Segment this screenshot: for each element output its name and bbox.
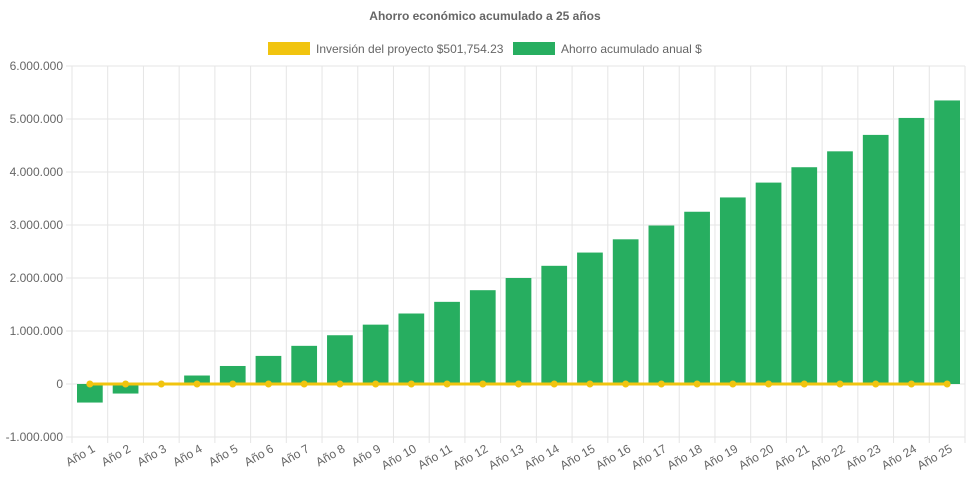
bar-20[interactable] (755, 182, 782, 384)
x-tick-label: Año 24 (879, 441, 919, 472)
investment-point-5[interactable] (229, 380, 237, 388)
y-tick-label: 3.000.000 (10, 218, 64, 232)
x-tick-label: Año 1 (63, 441, 97, 469)
y-tick-label: 6.000.000 (10, 59, 64, 73)
x-tick-label: Año 25 (915, 441, 955, 472)
y-axis: -1.000.000 0 1.000.000 2.000.000 3.000.000 4.… (6, 59, 64, 444)
bar-13[interactable] (505, 278, 532, 384)
x-tick-label: Año 15 (557, 441, 597, 472)
investment-point-17[interactable] (657, 380, 665, 388)
legend-swatch-savings[interactable] (513, 42, 555, 55)
x-tick-label: Año 22 (808, 441, 848, 472)
x-tick-label: Año 2 (99, 441, 133, 469)
x-tick-label: Año 3 (135, 441, 169, 469)
bar-15[interactable] (577, 252, 603, 384)
investment-point-19[interactable] (729, 380, 737, 388)
investment-point-8[interactable] (336, 380, 344, 388)
line-investment (86, 380, 951, 388)
y-tick-label: 0 (56, 377, 63, 391)
x-tick-label: Año 13 (486, 441, 526, 472)
x-tick-label: Año 11 (415, 441, 454, 472)
x-tick-label: Año 7 (278, 441, 312, 469)
investment-point-14[interactable] (550, 380, 558, 388)
y-tick-label: 1.000.000 (10, 324, 64, 338)
grid (66, 65, 966, 443)
investment-point-21[interactable] (800, 380, 808, 388)
investment-point-15[interactable] (586, 380, 594, 388)
investment-point-11[interactable] (443, 380, 451, 388)
investment-point-24[interactable] (907, 380, 915, 388)
legend: Inversión del proyecto $501,754.23 Ahorr… (268, 42, 702, 56)
bar-9[interactable] (362, 324, 389, 384)
investment-point-22[interactable] (836, 380, 844, 388)
x-tick-label: Año 8 (313, 441, 347, 469)
x-tick-label: Año 23 (843, 441, 883, 472)
bar-7[interactable] (291, 345, 318, 384)
y-tick-label: -1.000.000 (6, 430, 64, 444)
bar-11[interactable] (434, 301, 460, 384)
x-tick-label: Año 20 (736, 441, 776, 472)
investment-point-10[interactable] (407, 380, 415, 388)
bar-17[interactable] (648, 225, 675, 384)
investment-point-6[interactable] (264, 380, 272, 388)
bar-4[interactable] (184, 375, 210, 384)
chart-title: Ahorro económico acumulado a 25 años (369, 9, 601, 23)
investment-point-1[interactable] (86, 380, 94, 388)
investment-point-23[interactable] (872, 380, 880, 388)
x-tick-label: Año 4 (170, 441, 204, 469)
investment-point-2[interactable] (122, 380, 130, 388)
x-tick-label: Año 9 (349, 441, 383, 469)
x-tick-label: Año 21 (772, 441, 812, 472)
investment-point-9[interactable] (372, 380, 380, 388)
bar-10[interactable] (398, 313, 425, 384)
investment-point-16[interactable] (622, 380, 630, 388)
investment-point-7[interactable] (300, 380, 308, 388)
bar-14[interactable] (541, 265, 568, 384)
x-tick-label: Año 14 (522, 441, 562, 472)
bar-1[interactable] (77, 384, 103, 403)
x-tick-label: Año 19 (700, 441, 740, 472)
investment-point-20[interactable] (765, 380, 773, 388)
x-tick-label: Año 12 (450, 441, 490, 472)
y-tick-label: 4.000.000 (10, 165, 64, 179)
x-tick-label: Año 17 (629, 441, 669, 472)
bar-16[interactable] (612, 239, 639, 384)
x-tick-label: Año 6 (242, 441, 276, 469)
x-tick-label: Año 10 (379, 441, 419, 472)
legend-label-investment[interactable]: Inversión del proyecto $501,754.23 (316, 42, 504, 56)
x-tick-label: Año 5 (206, 441, 240, 469)
bar-25[interactable] (934, 100, 960, 384)
bar-18[interactable] (684, 211, 710, 384)
bar-19[interactable] (719, 197, 746, 384)
bar-2[interactable] (112, 384, 139, 394)
y-tick-label: 2.000.000 (10, 271, 64, 285)
x-tick-label: Año 18 (665, 441, 705, 472)
investment-point-13[interactable] (515, 380, 522, 388)
investment-point-12[interactable] (479, 380, 487, 388)
investment-point-25[interactable] (943, 380, 951, 388)
x-axis: Año 1 Año 2 Año 3 Año 4 Año 5 Año 6 Año 7 Año 8… (63, 441, 955, 472)
bar-12[interactable] (469, 290, 496, 384)
bar-6[interactable] (255, 355, 282, 384)
bars-savings (77, 100, 960, 403)
legend-label-savings[interactable]: Ahorro acumulado anual $ (561, 42, 702, 56)
bar-5[interactable] (219, 365, 246, 384)
bar-23[interactable] (862, 134, 889, 384)
investment-point-3[interactable] (157, 380, 165, 388)
bar-8[interactable] (327, 335, 353, 384)
x-tick-label: Año 16 (593, 441, 633, 472)
investment-point-4[interactable] (193, 380, 201, 388)
y-tick-label: 5.000.000 (10, 112, 64, 126)
bar-21[interactable] (791, 167, 818, 384)
bar-22[interactable] (827, 151, 853, 384)
legend-swatch-investment[interactable] (268, 42, 310, 55)
bar-24[interactable] (898, 117, 925, 384)
investment-point-18[interactable] (693, 380, 701, 388)
